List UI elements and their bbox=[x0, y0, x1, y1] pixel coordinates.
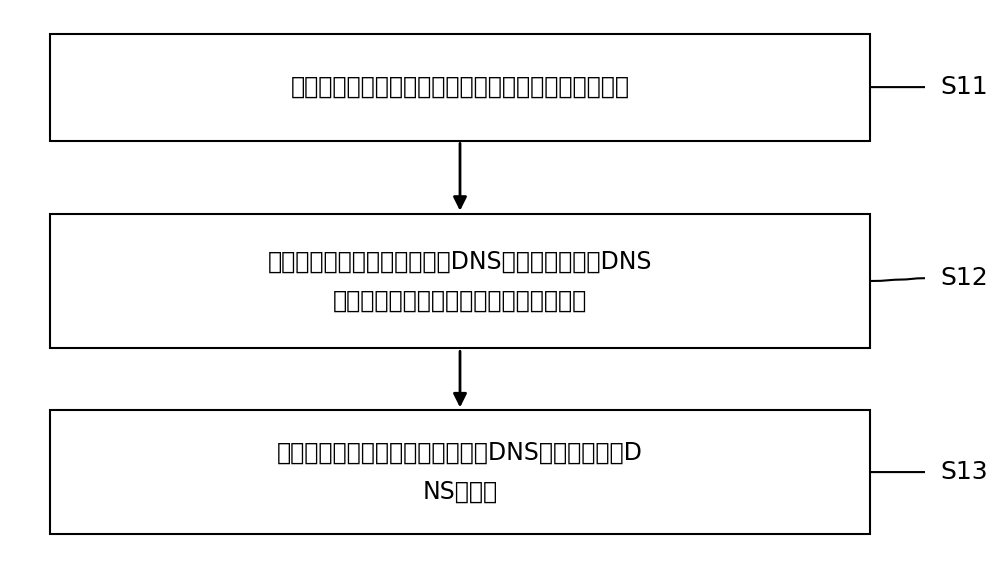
FancyBboxPatch shape bbox=[50, 34, 870, 140]
Text: 当解析结果表明所述数据包为DNS报文时，将所述DNS
报文的传输优先级提高至最高发送优先级: 当解析结果表明所述数据包为DNS报文时，将所述DNS 报文的传输优先级提高至最高… bbox=[268, 250, 652, 312]
Text: 响应于接收到的网络探测启动指令，对数据包进行解析: 响应于接收到的网络探测启动指令，对数据包进行解析 bbox=[290, 75, 630, 99]
FancyBboxPatch shape bbox=[50, 214, 870, 348]
Text: S13: S13 bbox=[940, 460, 988, 484]
FancyBboxPatch shape bbox=[50, 410, 870, 534]
Text: S12: S12 bbox=[940, 266, 988, 290]
Text: 按照所述最高发送优先级发送所述DNS报文至对应的D
NS服务器: 按照所述最高发送优先级发送所述DNS报文至对应的D NS服务器 bbox=[277, 441, 643, 504]
Text: S11: S11 bbox=[940, 75, 988, 99]
